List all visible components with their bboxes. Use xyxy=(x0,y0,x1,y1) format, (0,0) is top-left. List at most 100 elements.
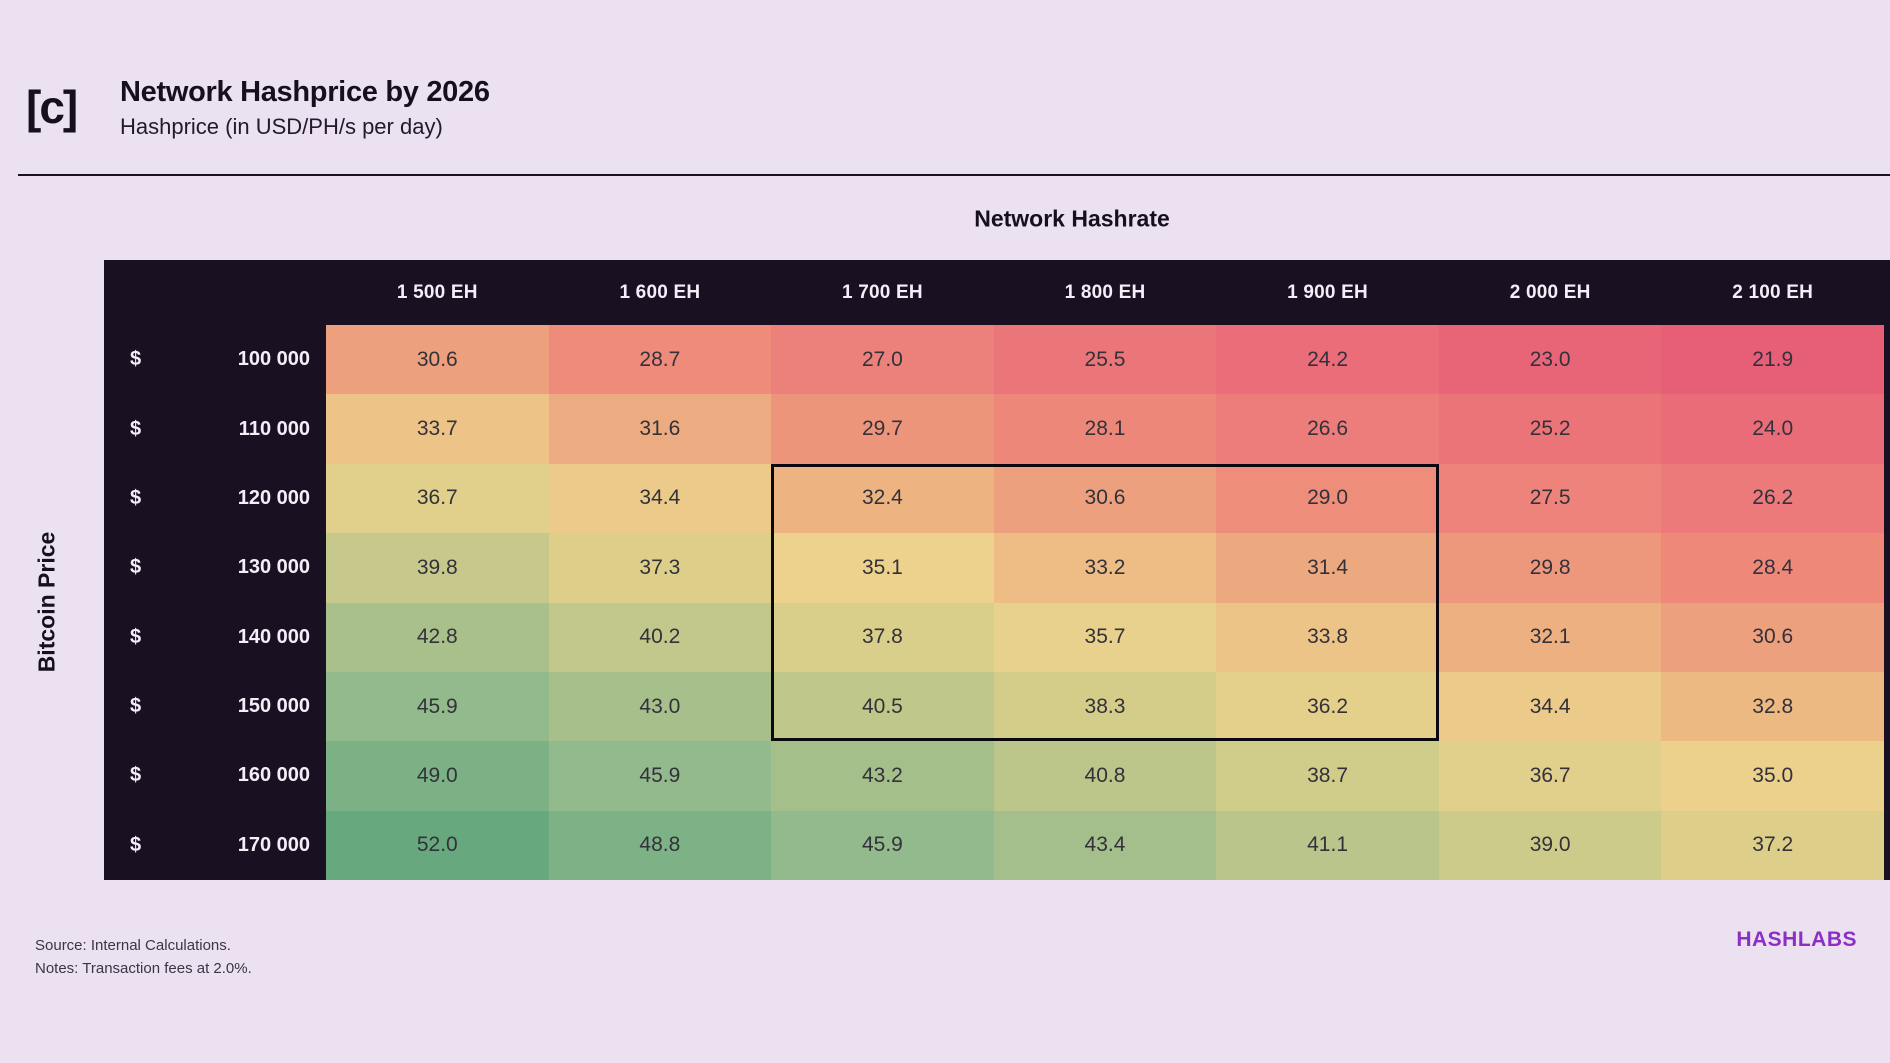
column-header: 1 800 EH xyxy=(1064,281,1146,303)
heatmap-cell: 37.2 xyxy=(1661,810,1884,880)
row-price-value: 110 000 xyxy=(238,417,310,440)
heatmap-cell: 38.7 xyxy=(1216,741,1439,811)
heatmap-cell: 33.8 xyxy=(1216,602,1439,672)
dollar-sign: $ xyxy=(130,833,142,856)
dollar-sign: $ xyxy=(130,417,142,440)
row-price-value: 130 000 xyxy=(237,556,310,579)
header-divider xyxy=(18,174,1890,176)
heatmap-cell: 45.9 xyxy=(771,810,994,880)
row-price-value: 160 000 xyxy=(237,764,310,787)
heatmap-cell: 23.0 xyxy=(1438,325,1662,395)
row-label: $140 000 xyxy=(104,603,326,672)
heatmap-cell: 34.4 xyxy=(548,463,772,534)
row-price-value: 140 000 xyxy=(237,625,310,648)
heatmap-cell: 30.6 xyxy=(993,463,1217,534)
heatmap-cell: 21.9 xyxy=(1661,325,1884,395)
heatmap-cell: 39.0 xyxy=(1438,810,1662,880)
heatmap-cell: 25.2 xyxy=(1438,394,1662,464)
heatmap-cell: 32.4 xyxy=(771,463,994,534)
row-label: $100 000 xyxy=(104,325,326,394)
heatmap-cell: 45.9 xyxy=(326,671,549,742)
heatmap-cell: 34.4 xyxy=(1438,671,1662,742)
column-header: 2 000 EH xyxy=(1509,281,1591,303)
heatmap-cell: 37.8 xyxy=(771,602,994,672)
row-label: $110 000 xyxy=(104,394,326,463)
dollar-sign: $ xyxy=(130,348,142,371)
heatmap-cell: 24.2 xyxy=(1216,325,1439,395)
heatmap-cell: 39.8 xyxy=(326,533,549,603)
heatmap-cell: 28.7 xyxy=(548,325,772,395)
dollar-sign: $ xyxy=(130,625,142,648)
heatmap-cell: 36.2 xyxy=(1216,671,1439,742)
heatmap-cell: 37.3 xyxy=(548,533,772,603)
corner-cell xyxy=(104,260,326,325)
heatmap-cell: 31.6 xyxy=(548,394,772,464)
heatmap-cell: 30.6 xyxy=(326,325,549,395)
heatmap-cell: 26.6 xyxy=(1216,394,1439,464)
dollar-sign: $ xyxy=(130,764,142,787)
row-label: $130 000 xyxy=(104,533,326,602)
column-header: 1 900 EH xyxy=(1287,281,1368,303)
figure-index-mark: [c] xyxy=(26,81,78,133)
row-price-value: 100 000 xyxy=(237,348,310,371)
fees-note: Notes: Transaction fees at 2.0%. xyxy=(35,960,252,977)
heatmap-cell: 29.8 xyxy=(1438,533,1662,603)
heatmap-cell: 40.5 xyxy=(771,671,994,742)
heatmap-cell: 48.8 xyxy=(548,810,772,880)
heatmap-cell: 29.0 xyxy=(1216,463,1439,534)
heatmap-cell: 28.4 xyxy=(1661,533,1884,603)
row-label: $170 000 xyxy=(104,811,326,880)
row-price-value: 120 000 xyxy=(237,486,310,509)
row-label: $120 000 xyxy=(104,464,326,533)
dollar-sign: $ xyxy=(130,556,142,579)
x-axis-title: Network Hashrate xyxy=(974,205,1170,232)
page-subtitle: Hashprice (in USD/PH/s per day) xyxy=(120,114,443,139)
heatmap-cell: 27.5 xyxy=(1438,463,1662,534)
heatmap-cell: 45.9 xyxy=(548,741,772,811)
column-header: 2 100 EH xyxy=(1732,281,1814,303)
column-header: 1 600 EH xyxy=(619,281,701,303)
heatmap-cell: 43.0 xyxy=(548,671,772,742)
heatmap-cell: 35.0 xyxy=(1661,741,1884,811)
heatmap-cell: 28.1 xyxy=(993,394,1217,464)
source-note: Source: Internal Calculations. xyxy=(35,937,231,954)
heatmap-cell: 25.5 xyxy=(993,325,1217,395)
page-title: Network Hashprice by 2026 xyxy=(120,76,490,108)
heatmap-cell: 32.8 xyxy=(1661,671,1884,742)
heatmap-cell: 40.8 xyxy=(993,741,1217,811)
column-header: 1 700 EH xyxy=(842,281,923,303)
heatmap-cell: 43.2 xyxy=(771,741,994,811)
heatmap-cell: 29.7 xyxy=(771,394,994,464)
heatmap-cell: 35.1 xyxy=(771,533,994,603)
row-price-value: 150 000 xyxy=(237,695,310,718)
row-price-value: 170 000 xyxy=(237,833,310,856)
row-label: $150 000 xyxy=(104,672,326,741)
heatmap-cell: 52.0 xyxy=(326,810,549,880)
heatmap-cell: 36.7 xyxy=(1438,741,1662,811)
dollar-sign: $ xyxy=(130,486,142,509)
heatmap-cell: 30.6 xyxy=(1661,602,1884,672)
heatmap-cell: 42.8 xyxy=(326,602,549,672)
heatmap-cell: 43.4 xyxy=(993,810,1217,880)
heatmap-cell: 33.2 xyxy=(993,533,1217,603)
heatmap-cell: 33.7 xyxy=(326,394,549,464)
heatmap-table: 1 500 EH 1 600 EH 1 700 EH 1 800 EH 1 900 EH… xyxy=(104,260,1890,880)
dollar-sign: $ xyxy=(130,695,142,718)
y-axis-title: Bitcoin Price xyxy=(33,531,60,673)
heatmap-cell: 41.1 xyxy=(1216,810,1439,880)
heatmap-cell: 40.2 xyxy=(548,602,772,672)
heatmap-cell: 27.0 xyxy=(771,325,994,395)
footnotes: Source: Internal Calculations. Notes: Tr… xyxy=(35,934,252,980)
heatmap-cell: 31.4 xyxy=(1216,533,1439,603)
heatmap-cell: 26.2 xyxy=(1661,463,1884,534)
heatmap-cell: 32.1 xyxy=(1438,602,1662,672)
heatmap-cell: 38.3 xyxy=(993,671,1217,742)
column-header: 1 500 EH xyxy=(396,281,478,303)
heatmap-cell: 24.0 xyxy=(1661,394,1884,464)
heatmap-cell: 36.7 xyxy=(326,463,549,534)
hashlabs-logo: HASHLABS xyxy=(1736,928,1857,951)
heatmap-cell: 49.0 xyxy=(326,741,549,811)
heatmap-cell: 35.7 xyxy=(993,602,1217,672)
row-label: $160 000 xyxy=(104,741,326,810)
